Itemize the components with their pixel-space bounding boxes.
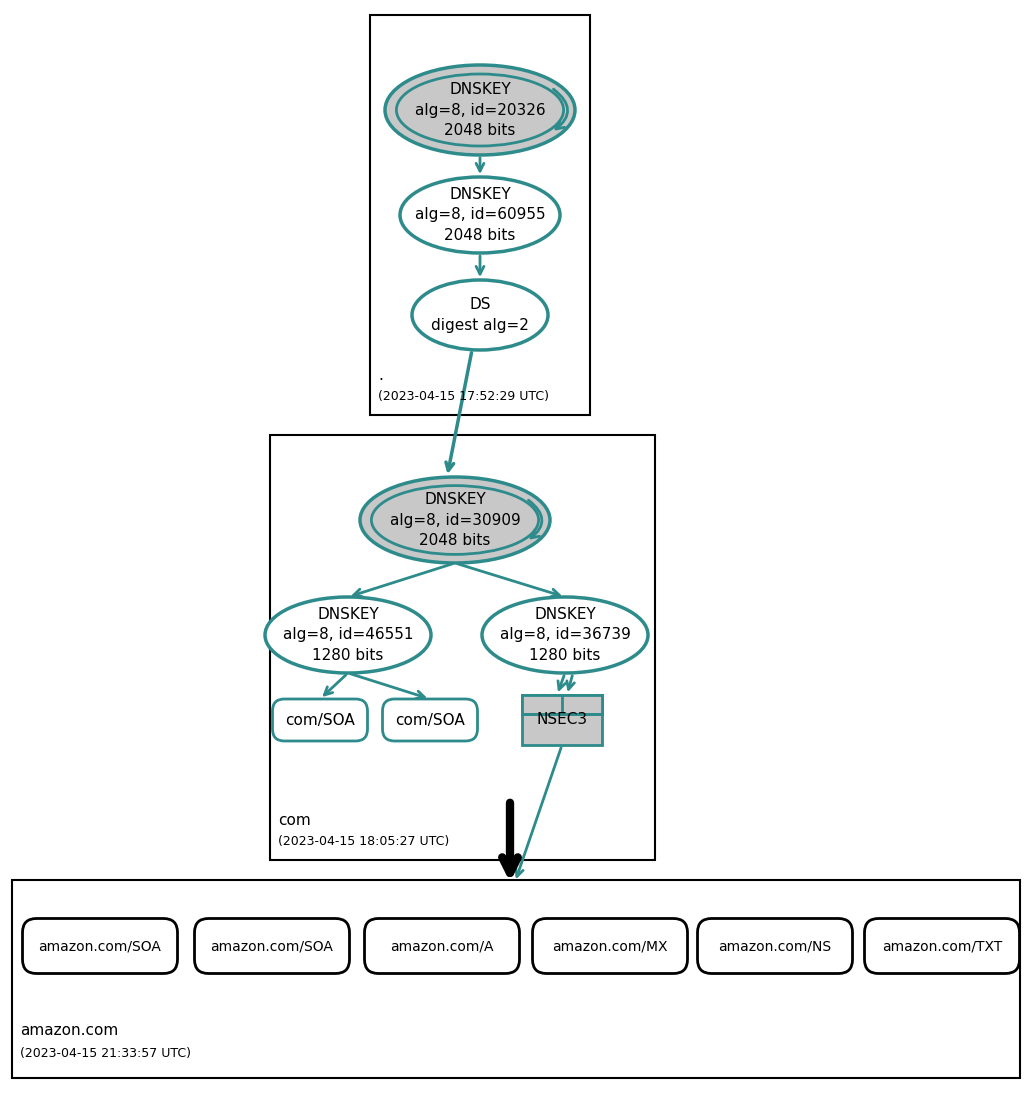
Text: amazon.com/TXT: amazon.com/TXT	[882, 939, 1002, 953]
Text: DNSKEY
alg=8, id=20326
2048 bits: DNSKEY alg=8, id=20326 2048 bits	[414, 82, 545, 138]
Text: DS
digest alg=2: DS digest alg=2	[431, 298, 529, 333]
Text: (2023-04-15 21:33:57 UTC): (2023-04-15 21:33:57 UTC)	[20, 1047, 191, 1060]
Text: com: com	[278, 813, 311, 828]
Text: (2023-04-15 17:52:29 UTC): (2023-04-15 17:52:29 UTC)	[378, 389, 549, 403]
Ellipse shape	[385, 65, 575, 155]
Text: amazon.com/A: amazon.com/A	[390, 939, 494, 953]
Text: DNSKEY
alg=8, id=36739
1280 bits: DNSKEY alg=8, id=36739 1280 bits	[500, 607, 630, 663]
Bar	[12, 880, 1020, 1078]
Bar	[522, 695, 602, 714]
FancyBboxPatch shape	[865, 919, 1020, 974]
Bar	[370, 15, 590, 415]
FancyBboxPatch shape	[194, 919, 349, 974]
FancyBboxPatch shape	[382, 699, 477, 741]
Text: .: .	[378, 368, 383, 383]
Text: DNSKEY
alg=8, id=30909
2048 bits: DNSKEY alg=8, id=30909 2048 bits	[389, 492, 521, 548]
Ellipse shape	[412, 280, 547, 350]
FancyBboxPatch shape	[697, 919, 852, 974]
Text: DNSKEY
alg=8, id=46551
1280 bits: DNSKEY alg=8, id=46551 1280 bits	[283, 607, 413, 663]
FancyBboxPatch shape	[365, 919, 520, 974]
Text: NSEC3: NSEC3	[536, 712, 588, 728]
Text: com/SOA: com/SOA	[285, 712, 355, 728]
Ellipse shape	[359, 477, 550, 563]
FancyBboxPatch shape	[532, 919, 688, 974]
Text: amazon.com/SOA: amazon.com/SOA	[211, 939, 334, 953]
Text: amazon.com/NS: amazon.com/NS	[718, 939, 832, 953]
Ellipse shape	[400, 177, 560, 253]
Text: amazon.com: amazon.com	[20, 1023, 118, 1038]
Text: com/SOA: com/SOA	[396, 712, 465, 728]
Text: DNSKEY
alg=8, id=60955
2048 bits: DNSKEY alg=8, id=60955 2048 bits	[414, 187, 545, 243]
Text: amazon.com/MX: amazon.com/MX	[553, 939, 667, 953]
Text: amazon.com/SOA: amazon.com/SOA	[38, 939, 161, 953]
Bar	[270, 435, 655, 860]
Bar	[522, 695, 602, 745]
FancyBboxPatch shape	[23, 919, 178, 974]
Ellipse shape	[482, 597, 648, 673]
FancyBboxPatch shape	[273, 699, 368, 741]
Ellipse shape	[265, 597, 431, 673]
Text: (2023-04-15 18:05:27 UTC): (2023-04-15 18:05:27 UTC)	[278, 835, 449, 848]
